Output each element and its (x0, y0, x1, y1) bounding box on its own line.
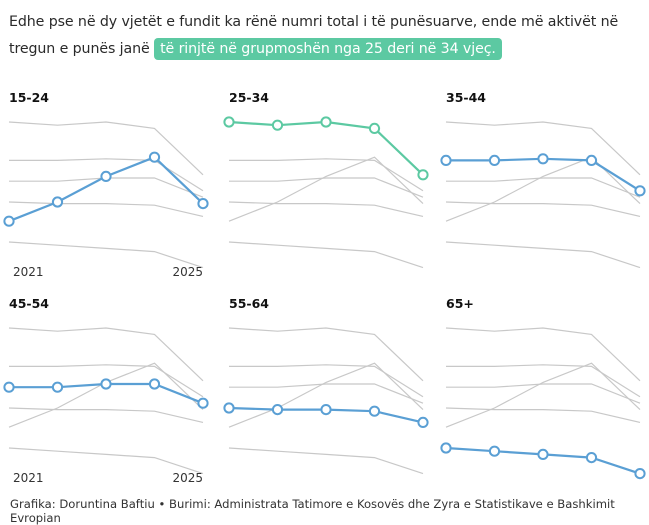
data-point-65+-2024 (585, 452, 598, 464)
data-point-65+-2022 (488, 445, 501, 457)
context-line-65+ (8, 241, 204, 269)
context-line-45-54 (446, 383, 641, 404)
context-line-15-24 (8, 362, 204, 428)
context-line-45-54 (229, 177, 424, 198)
context-line-15-24 (228, 362, 424, 428)
data-point-45-54-2024 (148, 378, 161, 390)
context-line-25-34 (228, 327, 424, 382)
context-line-25-34 (445, 327, 641, 382)
panel-45-54: 45-54 2021 2025 (3, 296, 209, 485)
panel-title: 65+ (446, 296, 474, 311)
x-tick-label: 2025 (172, 471, 203, 485)
panel-55-64: 55-64 (223, 296, 429, 475)
data-point-65+-2025 (634, 468, 646, 480)
context-line-35-44 (9, 364, 204, 398)
panel-title: 35-44 (446, 90, 486, 105)
data-point-15-24-2024 (148, 151, 161, 163)
data-point-35-44-2025 (634, 185, 646, 197)
data-point-25-34-2025 (417, 169, 429, 181)
context-line-35-44 (446, 364, 641, 398)
panel-title: 55-64 (229, 296, 269, 311)
panel-title: 45-54 (9, 296, 49, 311)
data-point-55-64-2023 (320, 404, 332, 416)
context-line-55-64 (8, 201, 204, 217)
context-line-45-54 (446, 177, 641, 198)
context-line-55-64 (445, 407, 641, 423)
context-line-45-54 (229, 383, 424, 404)
context-line-25-34 (8, 121, 204, 176)
data-point-45-54-2022 (51, 381, 64, 393)
context-line-15-24 (445, 362, 641, 428)
data-point-15-24-2022 (51, 196, 64, 208)
data-point-25-34-2024 (368, 122, 381, 134)
data-point-65+-2021 (440, 442, 452, 454)
series-line-25-34 (228, 120, 424, 176)
data-point-35-44-2021 (440, 154, 452, 166)
series-line-15-24 (8, 155, 204, 223)
panel-title: 15-24 (9, 90, 49, 105)
panel-25-34: 25-34 (223, 90, 429, 269)
data-point-35-44-2022 (488, 154, 501, 166)
data-point-15-24-2021 (3, 215, 15, 227)
data-point-15-24-2025 (197, 198, 209, 210)
x-tick-label: 2025 (172, 265, 203, 279)
panel-15-24: 15-24 2021 2025 (3, 90, 209, 279)
source-footer: Grafika: Doruntina Baftiu • Burimi: Admi… (10, 497, 615, 525)
panel-title: 25-34 (229, 90, 269, 105)
data-point-35-44-2024 (585, 154, 598, 166)
context-line-35-44 (229, 158, 424, 192)
data-point-55-64-2025 (417, 416, 429, 428)
x-tick-label: 2021 (13, 471, 44, 485)
context-line-65+ (8, 447, 204, 475)
headline-text: Edhe pse në dy vjetët e fundit ka rënë n… (9, 14, 619, 57)
data-point-25-34-2021 (223, 116, 235, 128)
context-line-55-64 (445, 201, 641, 217)
data-point-55-64-2021 (223, 402, 235, 414)
data-point-45-54-2023 (100, 378, 112, 390)
context-line-65+ (228, 241, 424, 269)
context-line-15-24 (228, 156, 424, 222)
context-line-35-44 (9, 158, 204, 192)
data-point-25-34-2022 (271, 119, 284, 131)
context-line-65+ (228, 447, 424, 475)
data-point-55-64-2024 (368, 405, 381, 417)
data-point-25-34-2023 (320, 116, 332, 128)
context-line-25-34 (8, 327, 204, 382)
data-point-45-54-2025 (197, 397, 209, 409)
context-line-15-24 (445, 156, 641, 222)
data-point-15-24-2023 (100, 170, 112, 182)
context-line-25-34 (445, 121, 641, 176)
data-point-65+-2023 (537, 448, 549, 460)
x-tick-label: 2021 (13, 265, 44, 279)
panel-65+: 65+ (440, 296, 646, 480)
context-line-55-64 (228, 201, 424, 217)
context-line-55-64 (8, 407, 204, 423)
context-line-65+ (445, 241, 641, 269)
panel-35-44: 35-44 (440, 90, 646, 269)
headline-highlight: të rinjtë në grupmoshën nga 25 deri në 3… (154, 38, 502, 60)
context-line-35-44 (229, 364, 424, 398)
data-point-45-54-2021 (3, 381, 15, 393)
chart-headline: Edhe pse në dy vjetët e fundit ka rënë n… (9, 9, 639, 63)
data-point-35-44-2023 (537, 153, 549, 165)
data-point-55-64-2022 (271, 404, 284, 416)
